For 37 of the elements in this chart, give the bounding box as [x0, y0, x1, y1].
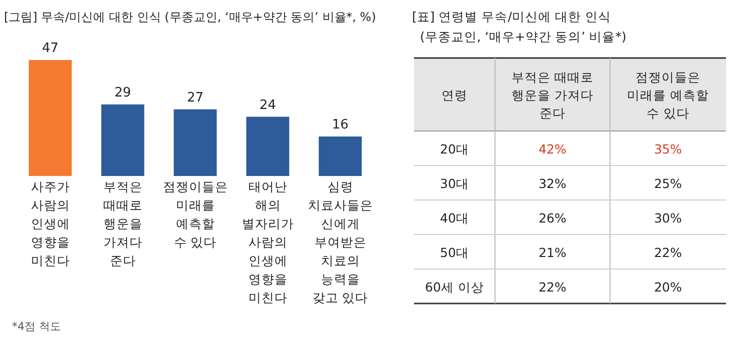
data-label: 21%	[538, 244, 567, 260]
x-tick-label: 점쟁이들은 미래를 예측할 수 있다	[162, 179, 228, 250]
y-tick-label: 60세 이상	[425, 279, 484, 294]
x-tick-label: 부적은 때때로 행운을 가져다 준다	[103, 179, 142, 268]
x-tick-label: 사주가 사람의 인생에 영향을 미친다	[30, 179, 70, 268]
data-label: 32%	[538, 176, 567, 191]
data-label: 22%	[538, 279, 567, 294]
bar	[318, 136, 362, 176]
data-label: 26%	[538, 210, 567, 226]
data-label: 20%	[654, 279, 682, 294]
y-tick-label: 50대	[440, 244, 469, 260]
data-label: 30%	[654, 210, 682, 226]
data-label: 22%	[654, 244, 682, 260]
data-label: 25%	[654, 176, 682, 191]
bar	[246, 116, 290, 176]
y-tick-label: 20대	[440, 141, 469, 156]
data-label: 27	[186, 90, 204, 106]
chart-title: [표] 연령별 무속/미신에 대한 인식	[412, 9, 611, 24]
y-axis-title: 연령	[442, 88, 468, 102]
bar	[28, 60, 72, 176]
text: *4점 척도	[12, 320, 61, 333]
x-tick-label: 부적은 때때로 행운을 가져다 준다	[512, 70, 594, 120]
data-label: 42%	[538, 141, 567, 156]
chart-subtitle: (무종교인, ‘매우+약간 동의’ 비율*)	[420, 29, 626, 44]
data-label: 16	[332, 118, 349, 133]
bar	[101, 104, 144, 176]
data-label: 29	[114, 85, 132, 100]
x-tick-label: 태어난 해의 별자리가 사람의 인생에 영향을 미친다	[242, 179, 294, 305]
y-tick-label: 30대	[440, 176, 469, 191]
y-tick-label: 40대	[440, 210, 469, 226]
bar	[174, 109, 217, 176]
chart-title: [그림] 무속/미신에 대한 인식 (무종교인, ‘매우+약간 동의’ 비율*, %)	[4, 10, 376, 24]
x-tick-label: 심령 치료사들은 신에게 부여받은 치료의 능력을 갖고 있다	[308, 179, 373, 305]
data-label: 35%	[654, 141, 682, 156]
data-label: 24	[259, 98, 276, 113]
x-tick-label: 점쟁이들은 미래를 예측할 수 있다	[627, 70, 709, 120]
data-label: 47	[42, 41, 59, 56]
